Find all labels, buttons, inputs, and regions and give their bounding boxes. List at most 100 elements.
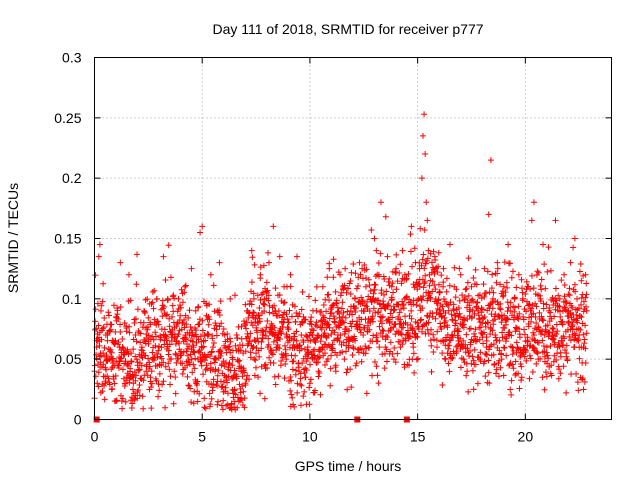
- data-point: [125, 351, 132, 358]
- data-point: [490, 341, 497, 348]
- data-point: [407, 248, 414, 255]
- data-point: [481, 314, 488, 321]
- data-point: [183, 321, 190, 328]
- data-point: [337, 332, 344, 339]
- data-point: [383, 288, 390, 295]
- data-point: [412, 330, 419, 337]
- data-point: [576, 355, 583, 362]
- data-point: [366, 344, 373, 351]
- data-point: [128, 350, 135, 357]
- data-point: [96, 342, 103, 349]
- data-point: [179, 370, 186, 377]
- data-point: [465, 388, 472, 395]
- data-point: [497, 306, 504, 313]
- data-point: [373, 247, 380, 254]
- data-point: [563, 342, 570, 349]
- data-point: [119, 395, 126, 402]
- data-point: [578, 301, 585, 308]
- data-point: [302, 316, 309, 323]
- data-point: [290, 358, 297, 365]
- data-point: [516, 334, 523, 341]
- data-point: [276, 253, 283, 260]
- data-point: [121, 319, 128, 326]
- data-point: [504, 299, 511, 306]
- data-point: [583, 280, 590, 287]
- data-point: [272, 285, 279, 292]
- data-point: [518, 363, 525, 370]
- data-point: [123, 328, 130, 335]
- data-point: [550, 336, 557, 343]
- data-point: [512, 358, 519, 365]
- data-point: [476, 336, 483, 343]
- data-point: [383, 358, 390, 365]
- data-point: [502, 321, 509, 328]
- data-point: [530, 285, 537, 292]
- data-point: [443, 336, 450, 343]
- y-tick-label: 0.3: [62, 50, 82, 66]
- data-point: [411, 245, 418, 252]
- data-point: [564, 357, 571, 364]
- data-point: [194, 398, 201, 405]
- data-point: [101, 315, 108, 322]
- data-point: [457, 364, 464, 371]
- data-point: [181, 364, 188, 371]
- data-point: [112, 337, 119, 344]
- data-point: [328, 302, 335, 309]
- data-point: [368, 226, 375, 233]
- data-point: [480, 281, 487, 288]
- data-point: [342, 314, 349, 321]
- data-point: [252, 357, 259, 364]
- data-point: [386, 275, 393, 282]
- data-point: [322, 341, 329, 348]
- data-point: [383, 346, 390, 353]
- data-point: [336, 338, 343, 345]
- data-point: [231, 387, 238, 394]
- data-point: [578, 314, 585, 321]
- data-point: [316, 369, 323, 376]
- data-point: [251, 372, 258, 379]
- data-point: [199, 327, 206, 334]
- data-point: [270, 360, 277, 367]
- data-point: [460, 356, 467, 363]
- data-point: [453, 348, 460, 355]
- data-point: [432, 315, 439, 322]
- data-point: [538, 315, 545, 322]
- data-point: [582, 294, 589, 301]
- data-point: [248, 301, 255, 308]
- data-point: [463, 285, 470, 292]
- data-point: [444, 324, 451, 331]
- data-point: [510, 365, 517, 372]
- data-point: [563, 389, 570, 396]
- data-point: [434, 328, 441, 335]
- data-point: [544, 322, 551, 329]
- data-point: [127, 365, 134, 372]
- data-point: [556, 308, 563, 315]
- data-point: [156, 387, 163, 394]
- data-point: [421, 278, 428, 285]
- data-point: [387, 310, 394, 317]
- data-point: [426, 314, 433, 321]
- data-point: [373, 334, 380, 341]
- data-point: [224, 390, 231, 397]
- data-point: [382, 213, 389, 220]
- data-point: [185, 382, 192, 389]
- data-point: [306, 401, 313, 408]
- data-point: [551, 313, 558, 320]
- data-point: [341, 356, 348, 363]
- data-point: [555, 292, 562, 299]
- data-point: [210, 339, 217, 346]
- x-axis-title: GPS time / hours: [295, 458, 402, 474]
- data-point: [141, 310, 148, 317]
- data-point: [302, 374, 309, 381]
- data-point: [543, 373, 550, 380]
- data-point: [487, 157, 494, 164]
- data-point: [282, 360, 289, 367]
- data-point: [106, 381, 113, 388]
- data-point: [133, 281, 140, 288]
- data-point: [179, 299, 186, 306]
- data-point: [521, 331, 528, 338]
- data-point: [394, 278, 401, 285]
- data-point: [324, 355, 331, 362]
- data-point: [555, 375, 562, 382]
- data-point: [206, 390, 213, 397]
